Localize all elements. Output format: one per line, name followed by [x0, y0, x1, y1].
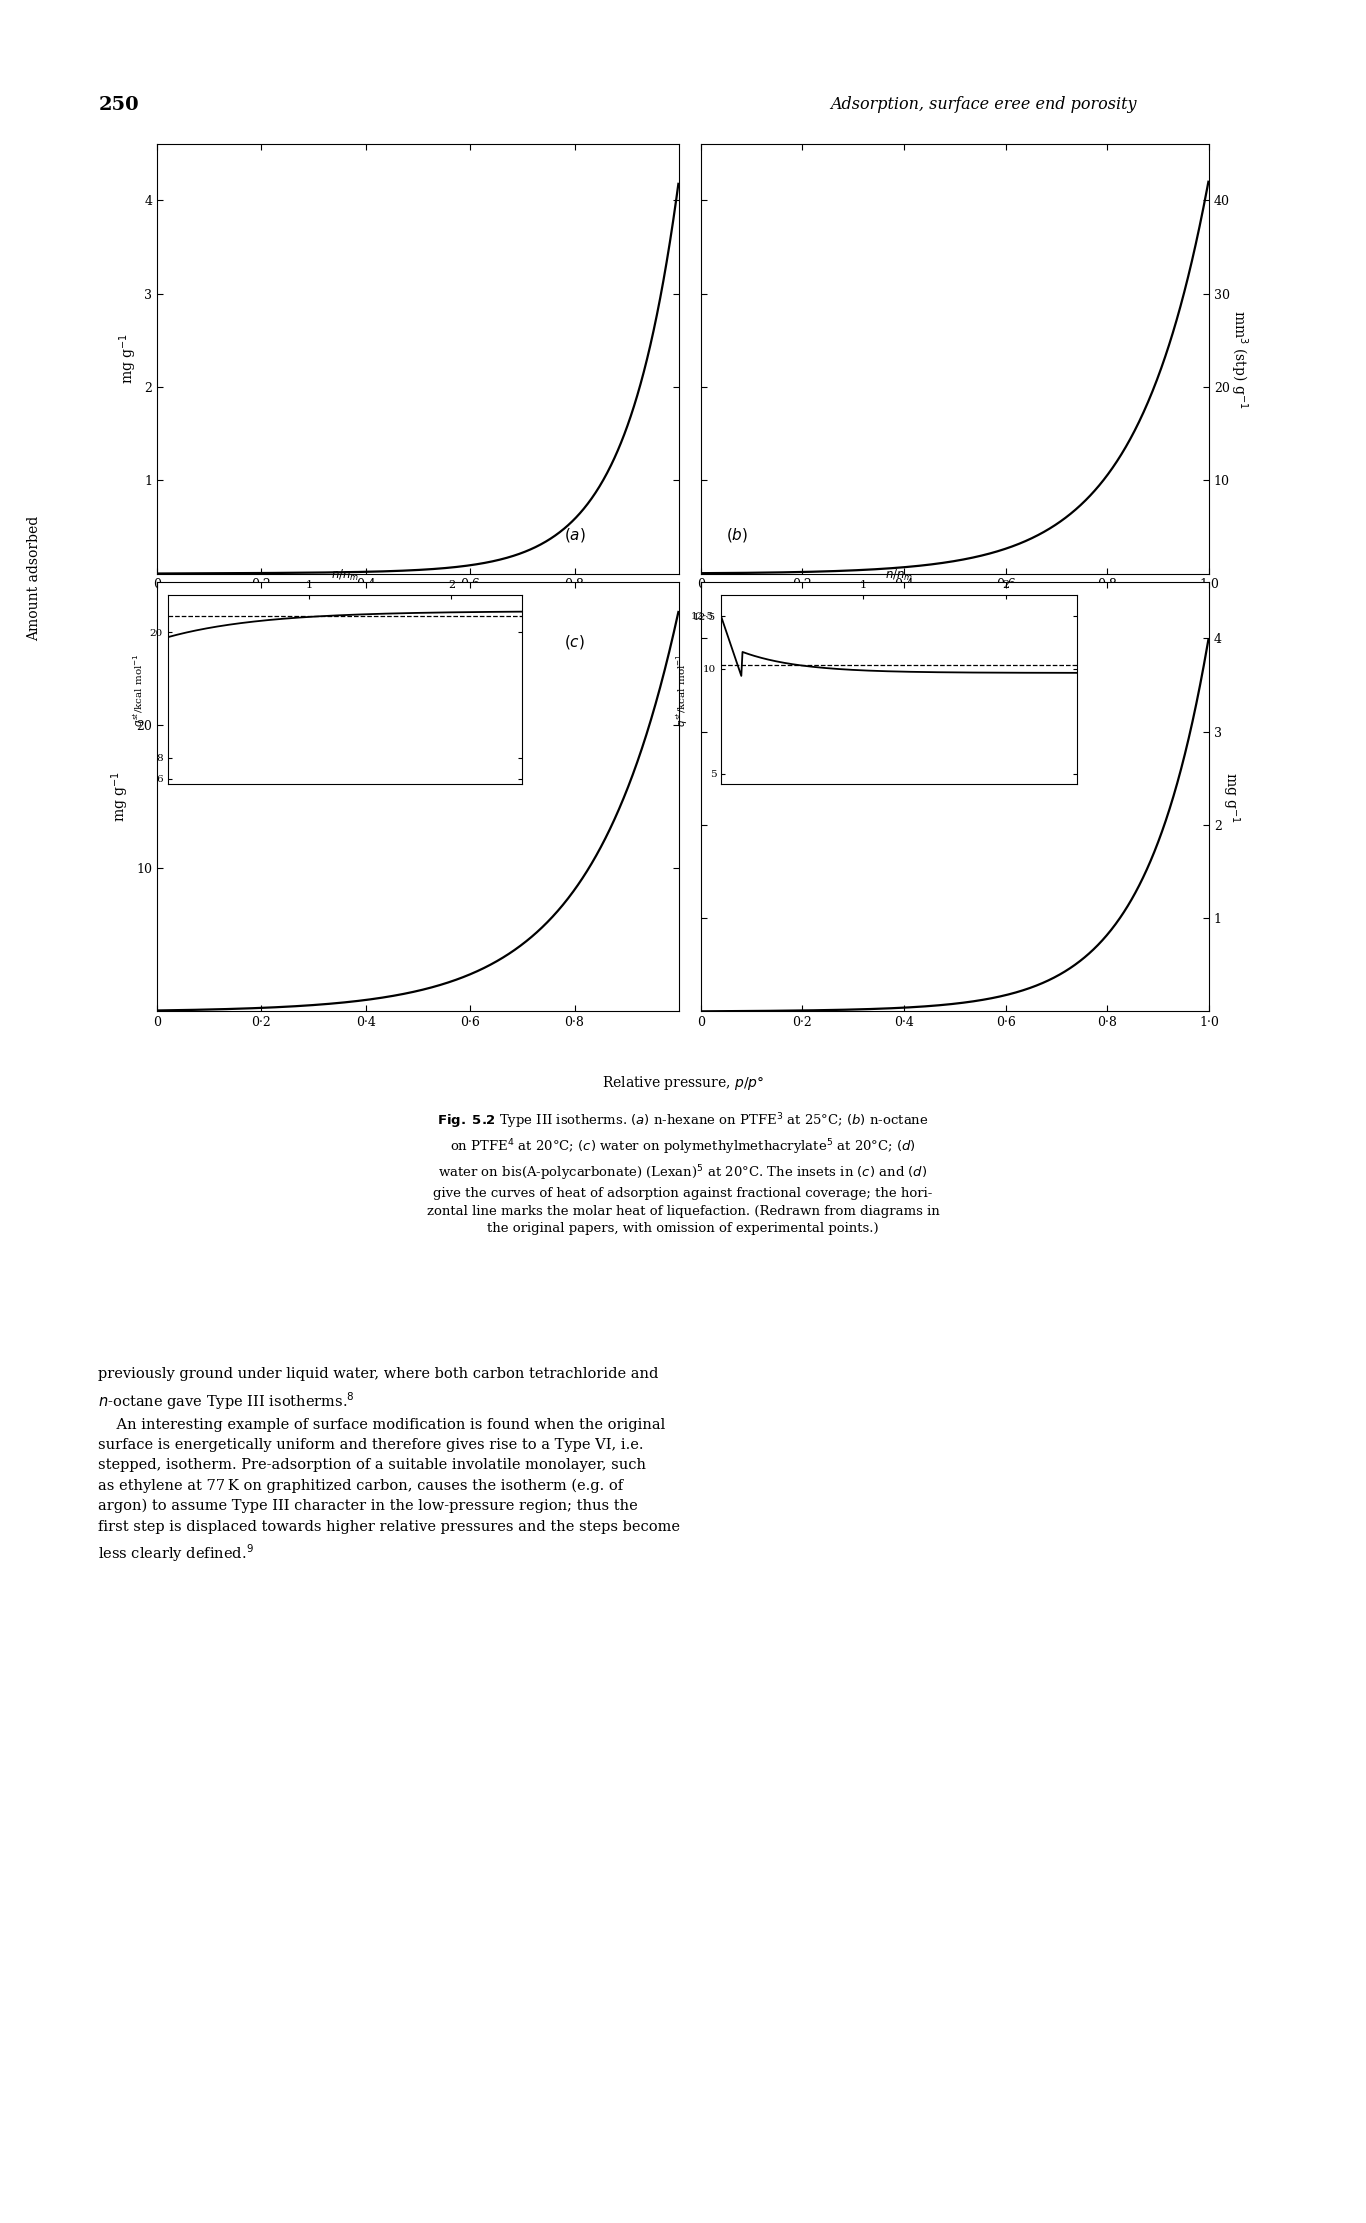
Text: $\mathbf{Fig.\ 5.2}$ Type III isotherms. $(a)$ n-hexane on PTFE$^3$ at 25°C; $(b: $\mathbf{Fig.\ 5.2}$ Type III isotherms.…	[426, 1112, 940, 1236]
Text: previously ground under liquid water, where both carbon tetrachloride and
$n$-oc: previously ground under liquid water, wh…	[98, 1367, 680, 1565]
Text: $(b)$: $(b)$	[727, 525, 749, 545]
Text: Relative pressure, $p/p°$: Relative pressure, $p/p°$	[602, 1074, 764, 1091]
Text: $(c)$: $(c)$	[564, 634, 585, 651]
Text: $(a)$: $(a)$	[564, 525, 586, 545]
Text: Amount adsorbed: Amount adsorbed	[27, 516, 41, 640]
Text: $(d)$: $(d)$	[727, 634, 749, 651]
Y-axis label: mg g$^{-1}$: mg g$^{-1}$	[117, 333, 139, 385]
Y-axis label: mg g$^{-1}$: mg g$^{-1}$	[109, 771, 131, 823]
Y-axis label: mg g$^{-1}$: mg g$^{-1}$	[1220, 771, 1242, 823]
Text: Adsorption, surface eree end porosity: Adsorption, surface eree end porosity	[831, 96, 1137, 113]
Y-axis label: mm$^3$ (stp) g$^{-1}$: mm$^3$ (stp) g$^{-1}$	[1228, 309, 1250, 409]
Text: 250: 250	[98, 96, 139, 113]
